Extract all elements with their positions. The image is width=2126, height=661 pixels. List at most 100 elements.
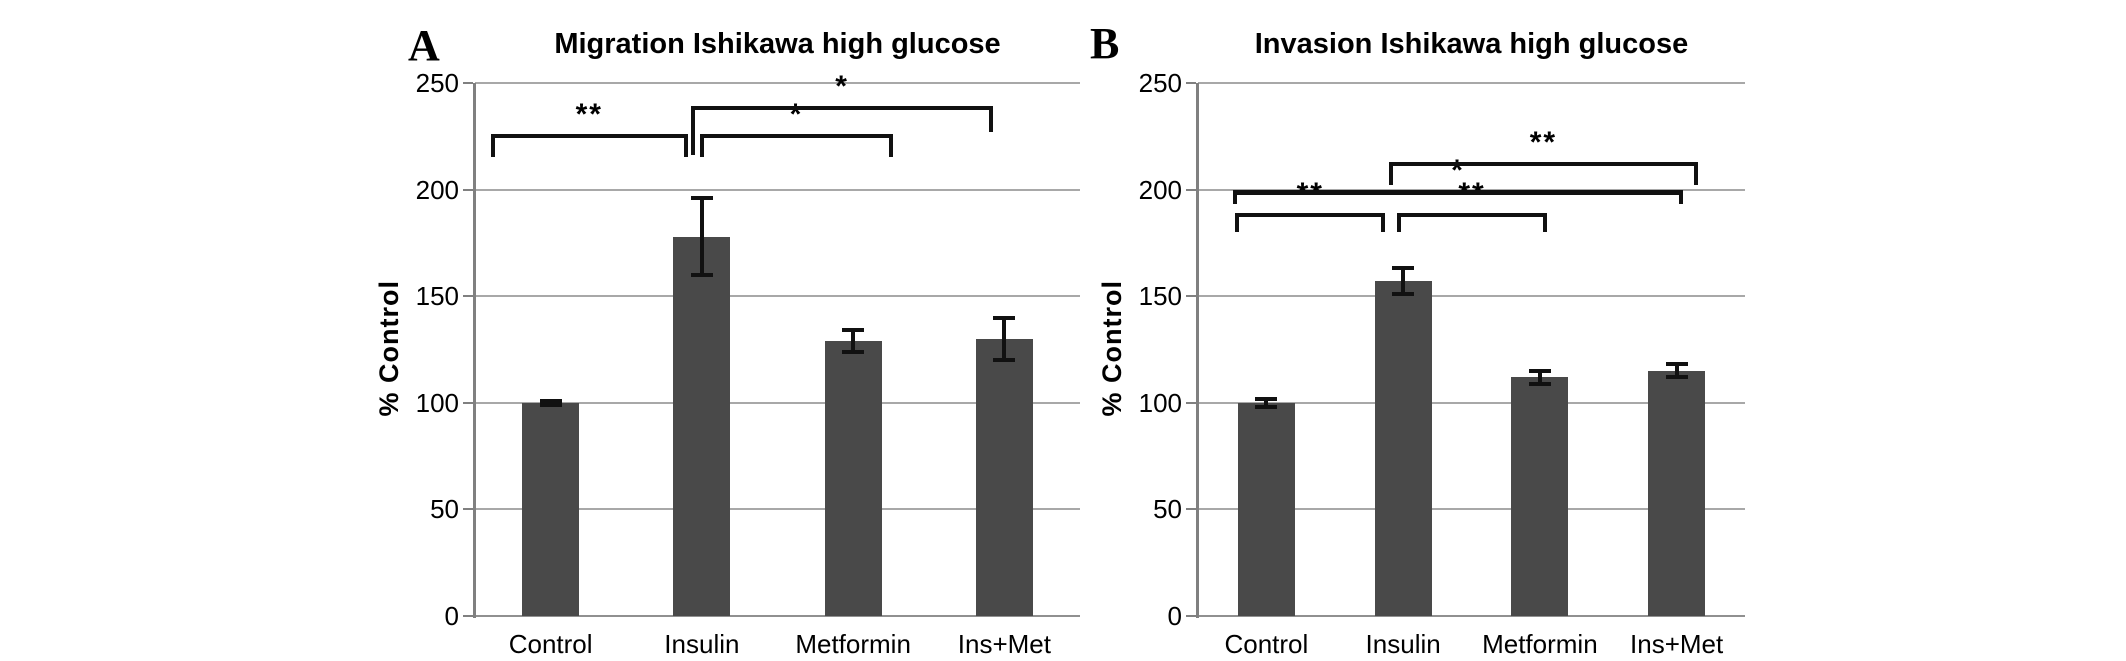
gridline-250 [475, 82, 1080, 84]
gridline-50 [1198, 508, 1745, 511]
y-tick-0 [1186, 615, 1196, 617]
plot-area-invasion: 0 50 100 150 200 250 Control Insulin Metformin In… [1139, 69, 1745, 658]
error-cap-bottom-control [1255, 405, 1278, 410]
bar-metformin [824, 340, 882, 616]
error-cap-top-control [1255, 396, 1278, 401]
error-cap-bottom-insulin [1392, 292, 1415, 297]
x-tick-label-insulin: Insulin [1365, 629, 1441, 659]
significance-bracket-insulin-metformin-stars: * [789, 98, 804, 132]
significance-bracket-control-ins+met [1233, 189, 1683, 195]
significance-bracket-insulin-ins+met-right-drop [989, 106, 994, 132]
error-bar-insulin [1401, 268, 1406, 295]
significance-bracket-control-insulin [490, 134, 688, 139]
error-cap-top-metformin [842, 328, 865, 333]
bar-control [1237, 402, 1295, 616]
bar-control [522, 402, 580, 616]
y-tick-200 [463, 188, 473, 191]
gridline-150 [1198, 295, 1745, 298]
error-cap-bottom-metformin [1528, 381, 1551, 386]
error-cap-top-insulin [690, 196, 713, 201]
significance-bracket-insulin-metformin-left-drop [699, 134, 704, 158]
x-tick-label-ins+met: Ins+Met [957, 629, 1051, 659]
significance-bracket-insulin-ins+met-stars: ** [1529, 125, 1558, 159]
significance-bracket-insulin-ins+met-left-drop [690, 106, 695, 156]
error-cap-bottom-ins+met [993, 358, 1016, 363]
gridline-250 [1198, 82, 1745, 84]
significance-bracket-control-insulin-left-drop [490, 134, 495, 158]
significance-bracket-control-insulin-left-drop [1235, 213, 1240, 232]
chart-title-invasion: Invasion Ishikawa high glucose [1254, 28, 1689, 60]
error-bar-control [1264, 398, 1269, 408]
y-tick-label-50: 50 [430, 494, 459, 525]
gridline-0 [475, 615, 1080, 617]
plot-area-migration: 0 50 100 150 200 250 Control Insulin Metformin In… [416, 69, 1080, 658]
bar-insulin [673, 236, 731, 616]
error-bar-insulin [699, 198, 704, 275]
gridline-100 [1198, 401, 1745, 404]
significance-bracket-insulin-ins+met [690, 106, 994, 111]
error-cap-bottom-control [539, 402, 562, 407]
significance-bracket-insulin-ins+met-left-drop [1389, 161, 1394, 186]
significance-bracket-insulin-metformin [1397, 213, 1547, 218]
error-cap-top-insulin [1392, 266, 1415, 271]
error-cap-top-ins+met [1665, 362, 1688, 367]
error-cap-bottom-insulin [690, 272, 713, 277]
y-tick-label-0: 0 [444, 601, 459, 631]
y-tick-150 [463, 295, 473, 298]
y-axis-line [473, 83, 476, 618]
gridline-200 [475, 188, 1080, 191]
y-tick-label-200: 200 [415, 174, 459, 205]
x-tick-label-ins+met: Ins+Met [1630, 629, 1724, 659]
bar-ins+met [975, 338, 1033, 616]
y-tick-250 [1186, 82, 1196, 84]
significance-bracket-insulin-metformin [699, 134, 894, 139]
error-bar-ins+met [1674, 364, 1679, 378]
gridline-150 [475, 295, 1080, 298]
y-tick-150 [1186, 295, 1196, 298]
error-cap-top-metformin [1528, 368, 1551, 373]
y-tick-100 [1186, 401, 1196, 404]
y-tick-label-150: 150 [415, 281, 459, 312]
significance-bracket-control-insulin-right-drop [683, 134, 688, 158]
significance-bracket-control-ins+met-left-drop [1233, 189, 1238, 205]
significance-bracket-insulin-ins+met-right-drop [1693, 161, 1698, 186]
bar-metformin [1511, 377, 1569, 616]
y-tick-label-100: 100 [415, 387, 459, 418]
error-cap-bottom-metformin [842, 349, 865, 354]
bar-insulin [1374, 281, 1432, 616]
panel-label-b: B [1090, 19, 1120, 68]
x-tick-label-control: Control [508, 629, 593, 659]
y-tick-label-250: 250 [415, 68, 459, 98]
error-cap-top-control [539, 398, 562, 403]
y-tick-0 [463, 615, 473, 617]
bar-ins+met [1648, 370, 1706, 616]
significance-bracket-insulin-ins+met [1389, 161, 1698, 166]
significance-bracket-control-insulin [1235, 213, 1386, 218]
y-tick-100 [463, 401, 473, 404]
gridline-100 [475, 401, 1080, 404]
error-bar-metformin [1537, 370, 1542, 384]
y-tick-label-100: 100 [1138, 387, 1182, 418]
y-tick-label-50: 50 [1153, 494, 1182, 525]
chart-title-migration: Migration Ishikawa high glucose [554, 28, 1001, 60]
y-tick-250 [463, 82, 473, 84]
y-axis-line [1196, 83, 1199, 618]
gridline-50 [475, 508, 1080, 511]
significance-bracket-control-insulin-right-drop [1381, 213, 1386, 232]
significance-bracket-control-ins+met-stars: * [1451, 153, 1465, 187]
y-tick-label-200: 200 [1138, 174, 1182, 205]
y-tick-50 [1186, 508, 1196, 511]
gridline-0 [1198, 615, 1745, 617]
y-tick-label-250: 250 [1138, 68, 1182, 98]
significance-bracket-insulin-metformin-left-drop [1397, 213, 1402, 232]
x-tick-label-insulin: Insulin [664, 629, 740, 659]
significance-bracket-insulin-metformin-right-drop [1542, 213, 1547, 232]
y-tick-label-150: 150 [1138, 281, 1182, 312]
x-tick-label-metformin: Metformin [795, 629, 911, 659]
y-tick-50 [463, 508, 473, 511]
x-tick-label-control: Control [1224, 629, 1309, 659]
panel-label-a: A [408, 21, 440, 70]
y-tick-200 [1186, 188, 1196, 191]
error-bar-ins+met [1002, 317, 1007, 361]
